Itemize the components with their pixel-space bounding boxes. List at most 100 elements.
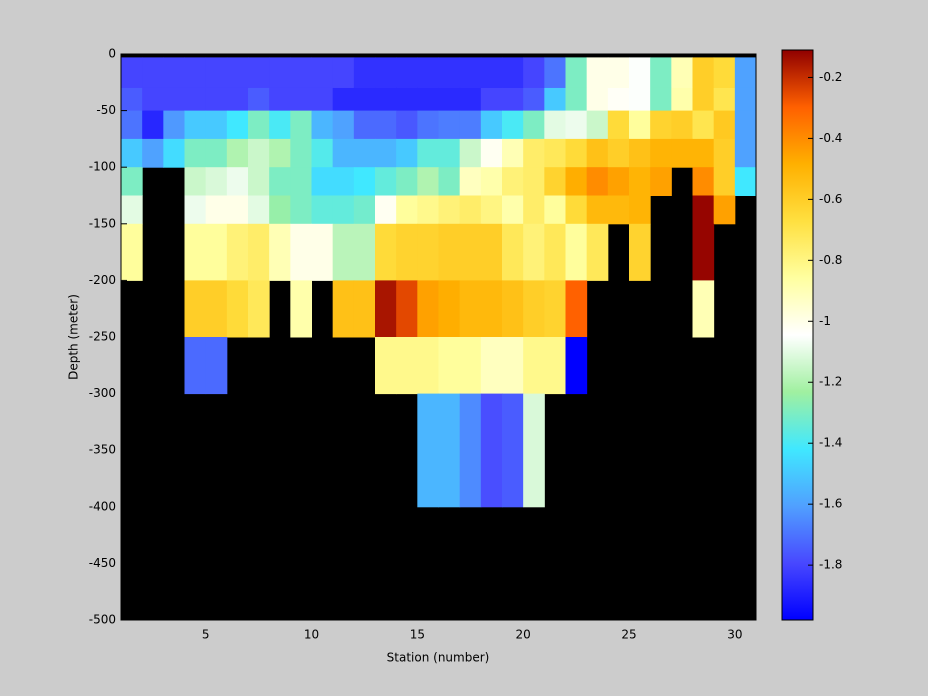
heatmap-cell — [375, 195, 397, 225]
heatmap-cell — [692, 167, 715, 196]
heatmap-cell — [459, 57, 482, 89]
heatmap-cell — [205, 223, 228, 281]
heatmap-cell — [480, 223, 503, 281]
heatmap-cell — [184, 110, 207, 140]
heatmap-cell — [565, 138, 588, 168]
heatmap-cell — [650, 57, 672, 89]
heatmap-cell — [438, 110, 461, 140]
heatmap-cell — [205, 138, 228, 168]
heatmap-cell — [459, 223, 482, 281]
heatmap-cell — [121, 167, 143, 196]
heatmap-cell — [607, 57, 630, 89]
heatmap-cell — [269, 87, 291, 112]
heatmap-cell — [438, 393, 461, 508]
heatmap-cell — [692, 195, 715, 225]
heatmap-cell — [375, 138, 397, 168]
heatmap-cell — [396, 167, 418, 196]
heatmap-cell — [184, 167, 207, 196]
heatmap-cell — [311, 223, 334, 281]
heatmap-cell — [375, 87, 397, 112]
heatmap-cell — [523, 223, 545, 281]
heatmap-cell — [459, 110, 482, 140]
heatmap-cell — [121, 223, 143, 281]
heatmap-cell — [353, 195, 376, 225]
heatmap-cell — [480, 87, 503, 112]
heatmap-cell — [417, 195, 439, 225]
heatmap-cell — [586, 195, 609, 225]
colorbar — [781, 49, 814, 621]
heatmap-cell — [417, 280, 439, 338]
heatmap-cell — [544, 280, 566, 338]
heatmap-cell — [713, 110, 736, 140]
heatmap-cell — [544, 87, 566, 112]
heatmap-cell — [396, 337, 418, 395]
heatmap-cell — [353, 57, 376, 89]
heatmap-cell — [142, 138, 164, 168]
heatmap-cell — [565, 337, 588, 395]
heatmap-cell — [417, 167, 439, 196]
heatmap-cell — [544, 223, 566, 281]
heatmap-cell — [544, 195, 566, 225]
heatmap-cell — [544, 138, 566, 168]
heatmap-cell — [671, 87, 693, 112]
heatmap-cell — [332, 87, 355, 112]
heatmap-cell — [353, 167, 376, 196]
x-tick-label: 5 — [202, 628, 210, 642]
heatmap-cell — [713, 195, 736, 225]
heatmap-cell — [226, 280, 249, 338]
heatmap-cell — [375, 57, 397, 89]
colorbar-tick-label: -1.8 — [819, 558, 842, 572]
heatmap-cell — [480, 110, 503, 140]
heatmap-cell — [417, 393, 439, 508]
heatmap-cell — [565, 57, 588, 89]
heatmap-cell — [502, 167, 524, 196]
colorbar-tick-label: -0.4 — [819, 131, 842, 145]
heatmap-cell — [269, 110, 291, 140]
heatmap-cell — [163, 138, 185, 168]
x-axis-label: Station (number) — [387, 651, 490, 665]
heatmap-cell — [713, 87, 736, 112]
heatmap-cell — [311, 195, 334, 225]
heatmap-cell — [692, 223, 715, 281]
heatmap-cell — [565, 195, 588, 225]
heatmap-cell — [692, 138, 715, 168]
heatmap-cell — [353, 110, 376, 140]
heatmap-cell — [142, 57, 164, 89]
heatmap-cell — [438, 138, 461, 168]
colorbar-tick-label: -0.8 — [819, 253, 842, 267]
heatmap-cell — [375, 110, 397, 140]
x-tick-label: 15 — [410, 628, 425, 642]
heatmap-cell — [586, 110, 609, 140]
heatmap-cell — [184, 223, 207, 281]
heatmap-cell — [565, 87, 588, 112]
heatmap-cell — [629, 87, 651, 112]
heatmap-cell — [544, 110, 566, 140]
heatmap-cell — [480, 337, 503, 395]
heatmap-cell — [248, 110, 270, 140]
heatmap-cell — [353, 87, 376, 112]
heatmap-cell — [121, 110, 143, 140]
heatmap-cell — [205, 337, 228, 395]
heatmap-cell — [671, 57, 693, 89]
heatmap-cell — [332, 223, 355, 281]
heatmap-cell — [184, 337, 207, 395]
heatmap-cell — [332, 280, 355, 338]
heatmap-cell — [142, 87, 164, 112]
heatmap-cell — [311, 87, 334, 112]
heatmap-cell — [163, 87, 185, 112]
colorbar-tick-label: -1.6 — [819, 497, 842, 511]
heatmap-cell — [480, 138, 503, 168]
heatmap-cell — [290, 57, 312, 89]
heatmap-cell — [226, 87, 249, 112]
heatmap-cell — [184, 280, 207, 338]
heatmap-cell — [586, 57, 609, 89]
heatmap-cell — [184, 195, 207, 225]
heatmap-cell — [121, 138, 143, 168]
heatmap-cell — [480, 280, 503, 338]
heatmap-cell — [459, 280, 482, 338]
heatmap-cell — [290, 87, 312, 112]
heatmap-cell — [396, 138, 418, 168]
heatmap-cell — [184, 138, 207, 168]
heatmap-cell — [290, 110, 312, 140]
heatmap-cell — [248, 57, 270, 89]
